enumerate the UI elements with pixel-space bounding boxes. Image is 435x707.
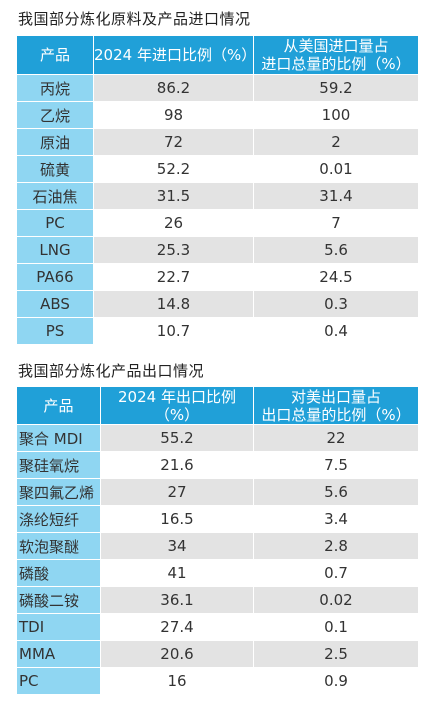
product-cell: 聚硅氧烷 bbox=[16, 451, 101, 479]
product-cell: PS bbox=[16, 317, 94, 345]
product-cell: 涤纶短纤 bbox=[16, 505, 101, 533]
product-cell: PA66 bbox=[16, 263, 94, 291]
table-row: PC 26 7 bbox=[16, 209, 419, 237]
product-cell: 丙烷 bbox=[16, 74, 94, 102]
table-row: 聚合 MDI 55.2 22 bbox=[16, 424, 419, 452]
table-row: 石油焦 31.5 31.4 bbox=[16, 182, 419, 210]
header-export-ratio: 2024 年出口比例（%） bbox=[100, 386, 254, 425]
product-cell: PC bbox=[16, 209, 94, 237]
table-row: TDI 27.4 0.1 bbox=[16, 613, 419, 641]
us-share-cell: 3.4 bbox=[253, 505, 419, 533]
us-share-cell: 2.8 bbox=[253, 532, 419, 560]
us-share-cell: 7.5 bbox=[253, 451, 419, 479]
product-cell: 磷酸 bbox=[16, 559, 101, 587]
table-row: 聚四氟乙烯 27 5.6 bbox=[16, 478, 419, 506]
ratio-cell: 20.6 bbox=[100, 640, 254, 668]
ratio-cell: 31.5 bbox=[93, 182, 254, 210]
product-cell: LNG bbox=[16, 236, 94, 264]
table-row: 聚硅氧烷 21.6 7.5 bbox=[16, 451, 419, 479]
product-cell: PC bbox=[16, 667, 101, 695]
ratio-cell: 86.2 bbox=[93, 74, 254, 102]
table-row: 磷酸 41 0.7 bbox=[16, 559, 419, 587]
table-row: PA66 22.7 24.5 bbox=[16, 263, 419, 291]
ratio-cell: 16.5 bbox=[100, 505, 254, 533]
header-product: 产品 bbox=[16, 35, 94, 75]
product-cell: 石油焦 bbox=[16, 182, 94, 210]
table-row: MMA 20.6 2.5 bbox=[16, 640, 419, 668]
table-row: LNG 25.3 5.6 bbox=[16, 236, 419, 264]
product-cell: 软泡聚醚 bbox=[16, 532, 101, 560]
export-table: 产品 2024 年出口比例（%） 对美出口量占 出口总量的比例（%） 聚合 MD… bbox=[16, 386, 419, 695]
product-cell: 乙烷 bbox=[16, 101, 94, 129]
ratio-cell: 14.8 bbox=[93, 290, 254, 318]
ratio-cell: 26 bbox=[93, 209, 254, 237]
us-share-cell: 24.5 bbox=[253, 263, 419, 291]
table-row: 涤纶短纤 16.5 3.4 bbox=[16, 505, 419, 533]
table-row: 硫黄 52.2 0.01 bbox=[16, 155, 419, 183]
product-cell: TDI bbox=[16, 613, 101, 641]
header-import-ratio: 2024 年进口比例（%） bbox=[93, 35, 256, 75]
table-row: PC 16 0.9 bbox=[16, 667, 419, 695]
us-share-cell: 0.01 bbox=[253, 155, 419, 183]
us-share-cell: 0.02 bbox=[253, 586, 419, 614]
product-cell: MMA bbox=[16, 640, 101, 668]
product-cell: 磷酸二铵 bbox=[16, 586, 101, 614]
ratio-cell: 16 bbox=[100, 667, 254, 695]
us-share-cell: 0.9 bbox=[253, 667, 419, 695]
table-row: 磷酸二铵 36.1 0.02 bbox=[16, 586, 419, 614]
table-row: 软泡聚醚 34 2.8 bbox=[16, 532, 419, 560]
product-cell: 原油 bbox=[16, 128, 94, 156]
us-share-cell: 7 bbox=[253, 209, 419, 237]
product-cell: 聚合 MDI bbox=[16, 424, 101, 452]
ratio-cell: 41 bbox=[100, 559, 254, 587]
header-product: 产品 bbox=[16, 386, 101, 425]
us-share-cell: 2.5 bbox=[253, 640, 419, 668]
table-row: 原油 72 2 bbox=[16, 128, 419, 156]
ratio-cell: 27 bbox=[100, 478, 254, 506]
us-share-cell: 0.4 bbox=[253, 317, 419, 345]
product-cell: ABS bbox=[16, 290, 94, 318]
us-share-cell: 2 bbox=[253, 128, 419, 156]
ratio-cell: 72 bbox=[93, 128, 254, 156]
export-table-title: 我国部分炼化产品出口情况 bbox=[18, 362, 205, 380]
table-row: 丙烷 86.2 59.2 bbox=[16, 74, 419, 102]
product-cell: 硫黄 bbox=[16, 155, 94, 183]
us-share-cell: 5.6 bbox=[253, 236, 419, 264]
ratio-cell: 22.7 bbox=[93, 263, 254, 291]
ratio-cell: 36.1 bbox=[100, 586, 254, 614]
ratio-cell: 21.6 bbox=[100, 451, 254, 479]
ratio-cell: 52.2 bbox=[93, 155, 254, 183]
us-share-cell: 31.4 bbox=[253, 182, 419, 210]
table-row: PS 10.7 0.4 bbox=[16, 317, 419, 345]
us-share-cell: 0.7 bbox=[253, 559, 419, 587]
header-us-export-share: 对美出口量占 出口总量的比例（%） bbox=[253, 386, 419, 425]
us-share-cell: 22 bbox=[253, 424, 419, 452]
export-table-header-row: 产品 2024 年出口比例（%） 对美出口量占 出口总量的比例（%） bbox=[16, 386, 419, 425]
import-table: 产品 2024 年进口比例（%） 从美国进口量占 进口总量的比例（%） 丙烷 86… bbox=[16, 35, 419, 345]
import-table-header-row: 产品 2024 年进口比例（%） 从美国进口量占 进口总量的比例（%） bbox=[16, 35, 419, 75]
ratio-cell: 27.4 bbox=[100, 613, 254, 641]
us-share-cell: 100 bbox=[253, 101, 419, 129]
ratio-cell: 25.3 bbox=[93, 236, 254, 264]
table-row: 乙烷 98 100 bbox=[16, 101, 419, 129]
header-us-import-share: 从美国进口量占 进口总量的比例（%） bbox=[253, 35, 419, 75]
ratio-cell: 55.2 bbox=[100, 424, 254, 452]
us-share-cell: 0.3 bbox=[253, 290, 419, 318]
import-table-title: 我国部分炼化原料及产品进口情况 bbox=[18, 10, 251, 28]
ratio-cell: 34 bbox=[100, 532, 254, 560]
us-share-cell: 5.6 bbox=[253, 478, 419, 506]
ratio-cell: 98 bbox=[93, 101, 254, 129]
us-share-cell: 0.1 bbox=[253, 613, 419, 641]
product-cell: 聚四氟乙烯 bbox=[16, 478, 101, 506]
table-row: ABS 14.8 0.3 bbox=[16, 290, 419, 318]
ratio-cell: 10.7 bbox=[93, 317, 254, 345]
us-share-cell: 59.2 bbox=[253, 74, 419, 102]
